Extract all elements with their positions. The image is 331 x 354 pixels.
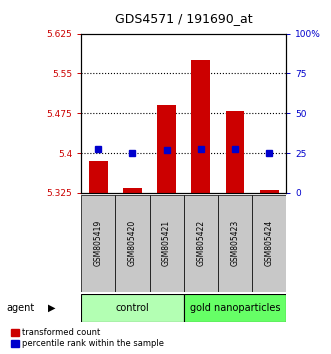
Text: GSM805420: GSM805420 <box>128 220 137 267</box>
Text: GSM805423: GSM805423 <box>230 220 240 267</box>
Bar <box>123 188 142 193</box>
Text: GSM805424: GSM805424 <box>265 220 274 267</box>
Text: ▶: ▶ <box>48 303 55 313</box>
Bar <box>260 190 279 193</box>
Text: GSM805419: GSM805419 <box>94 220 103 267</box>
Bar <box>184 294 286 322</box>
Bar <box>81 294 184 322</box>
Legend: transformed count, percentile rank within the sample: transformed count, percentile rank withi… <box>11 328 165 348</box>
Bar <box>89 161 108 193</box>
Bar <box>81 195 115 292</box>
Bar <box>218 195 252 292</box>
Bar <box>184 195 218 292</box>
Text: agent: agent <box>7 303 35 313</box>
Bar <box>115 195 150 292</box>
Text: gold nanoparticles: gold nanoparticles <box>190 303 280 313</box>
Bar <box>157 105 176 193</box>
Text: control: control <box>116 303 149 313</box>
Bar <box>226 110 244 193</box>
Bar <box>191 60 210 193</box>
Text: GSM805421: GSM805421 <box>162 220 171 267</box>
Text: GDS4571 / 191690_at: GDS4571 / 191690_at <box>115 12 253 25</box>
Bar <box>150 195 184 292</box>
Text: GSM805422: GSM805422 <box>196 220 205 267</box>
Bar <box>252 195 286 292</box>
